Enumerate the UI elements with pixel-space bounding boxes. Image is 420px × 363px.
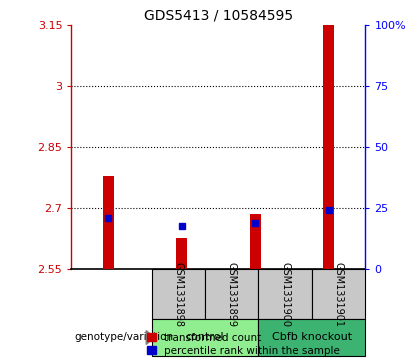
Bar xyxy=(176,238,187,269)
Bar xyxy=(258,269,312,319)
Polygon shape xyxy=(146,331,154,344)
Bar xyxy=(152,269,205,319)
Text: genotype/variation: genotype/variation xyxy=(74,333,173,342)
Bar xyxy=(312,269,365,319)
Bar xyxy=(323,25,334,269)
Text: GSM1331901: GSM1331901 xyxy=(333,261,344,327)
Bar xyxy=(205,269,258,319)
Text: GSM1331900: GSM1331900 xyxy=(280,261,290,327)
Text: control: control xyxy=(186,333,224,342)
Text: GSM1331899: GSM1331899 xyxy=(227,261,237,327)
Bar xyxy=(258,319,365,356)
Bar xyxy=(102,175,114,269)
Bar xyxy=(152,319,258,356)
Title: GDS5413 / 10584595: GDS5413 / 10584595 xyxy=(144,9,293,23)
Bar xyxy=(249,214,261,269)
Text: Cbfb knockout: Cbfb knockout xyxy=(272,333,352,342)
Text: GSM1331898: GSM1331898 xyxy=(173,261,183,327)
Legend: transformed count, percentile rank within the sample: transformed count, percentile rank withi… xyxy=(145,330,342,358)
